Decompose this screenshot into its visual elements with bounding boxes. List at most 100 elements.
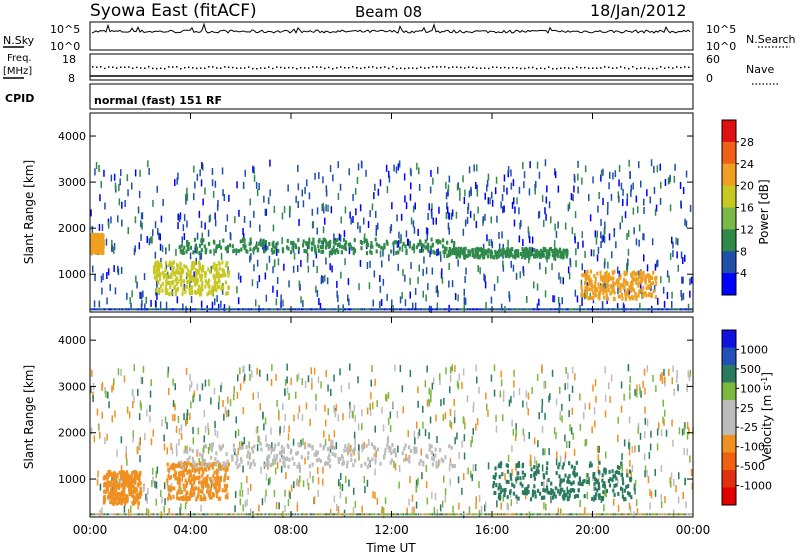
scatter-cell [161, 419, 163, 427]
freq-point [408, 67, 410, 69]
scatter-cell [283, 456, 286, 461]
scatter-cell [243, 437, 246, 444]
scatter-cell [286, 363, 288, 371]
scatter-cell [133, 486, 136, 491]
scatter-cell [446, 254, 449, 259]
scatter-cell [167, 263, 170, 268]
scatter-cell [514, 253, 517, 258]
scatter-cell [225, 487, 228, 492]
scatter-cell [212, 273, 215, 278]
scatter-cell [172, 400, 175, 408]
ground-scatter-cell [189, 513, 191, 516]
scatter-cell [523, 181, 525, 189]
scatter-cell [617, 294, 620, 299]
scatter-cell [117, 498, 120, 502]
ground-scatter-cell [549, 308, 552, 311]
scatter-cell [396, 214, 398, 222]
scatter-cell [191, 493, 194, 497]
ground-scatter-cell [216, 513, 219, 516]
scatter-cell [528, 432, 530, 439]
scatter-cell [208, 490, 211, 495]
scatter-cell [134, 479, 137, 484]
scatter-cell [194, 261, 197, 266]
scatter-cell [203, 410, 206, 417]
scatter-cell [301, 378, 303, 386]
scatter-cell [535, 460, 538, 468]
scatter-cell [507, 503, 509, 511]
scatter-cell [317, 490, 319, 497]
scatter-cell [435, 286, 438, 294]
scatter-cell [335, 404, 338, 412]
scatter-cell [609, 477, 612, 482]
scatter-cell [507, 480, 510, 484]
scatter-cell [517, 253, 520, 258]
scatter-cell [373, 453, 376, 458]
scatter-cell [322, 446, 325, 451]
scatter-cell [178, 215, 181, 222]
scatter-cell [169, 285, 172, 290]
ground-scatter-cell [262, 513, 264, 516]
scatter-cell [337, 304, 340, 312]
scatter-cell [360, 463, 363, 468]
scatter-cell [93, 435, 96, 443]
scatter-cell [506, 187, 508, 195]
scatter-cell [249, 508, 252, 516]
ground-scatter-cell [561, 308, 563, 311]
scatter-cell [201, 497, 204, 502]
ground-scatter-cell [117, 513, 120, 516]
scatter-cell [559, 489, 562, 494]
scatter-cell [507, 239, 509, 247]
scatter-cell [537, 470, 540, 475]
scatter-cell [688, 427, 690, 435]
scatter-cell [447, 189, 449, 197]
scatter-cell [502, 243, 504, 251]
scatter-cell [286, 376, 288, 384]
ground-scatter-cell [524, 308, 527, 311]
scatter-cell [256, 444, 259, 452]
scatter-cell [393, 240, 396, 245]
ground-scatter-cell [380, 308, 382, 311]
scatter-cell [566, 479, 569, 484]
scatter-cell [402, 269, 404, 277]
scatter-cell [198, 480, 201, 485]
scatter-cell [521, 247, 524, 251]
scatter-cell [237, 374, 239, 382]
scatter-cell [180, 460, 183, 465]
scatter-cell [163, 505, 165, 513]
scatter-cell [366, 407, 369, 415]
scatter-cell [635, 195, 638, 203]
scatter-cell [181, 463, 184, 468]
scatter-cell [567, 489, 570, 494]
scatter-cell [266, 373, 269, 381]
scatter-cell [212, 478, 214, 486]
freq-point [348, 67, 350, 69]
scatter-cell [137, 206, 140, 214]
scatter-cell [467, 467, 469, 475]
ground-scatter-cell [237, 513, 239, 516]
scatter-cell [492, 484, 495, 489]
ground-scatter-cell [160, 308, 162, 311]
scatter-cell [526, 401, 528, 409]
scatter-cell [677, 384, 679, 392]
scatter-cell [513, 390, 515, 398]
scatter-cell [214, 476, 217, 481]
scatter-cell [597, 282, 600, 287]
scatter-cell [449, 249, 453, 254]
ground-scatter-cell [461, 308, 464, 311]
scatter-cell [565, 254, 568, 259]
scatter-cell [116, 484, 119, 488]
scatter-cell [276, 290, 278, 297]
scatter-cell [368, 438, 370, 446]
ground-scatter-cell [215, 513, 218, 516]
scatter-cell [428, 387, 430, 395]
scatter-cell [210, 455, 213, 460]
freq-point [360, 67, 362, 70]
scatter-cell [526, 247, 529, 252]
ground-scatter-cell [504, 308, 507, 311]
scatter-cell [207, 283, 210, 288]
ground-scatter-cell [642, 308, 645, 311]
scatter-cell [381, 260, 383, 268]
scatter-cell [631, 446, 634, 454]
ground-scatter-cell [242, 513, 244, 516]
scatter-cell [444, 488, 447, 496]
